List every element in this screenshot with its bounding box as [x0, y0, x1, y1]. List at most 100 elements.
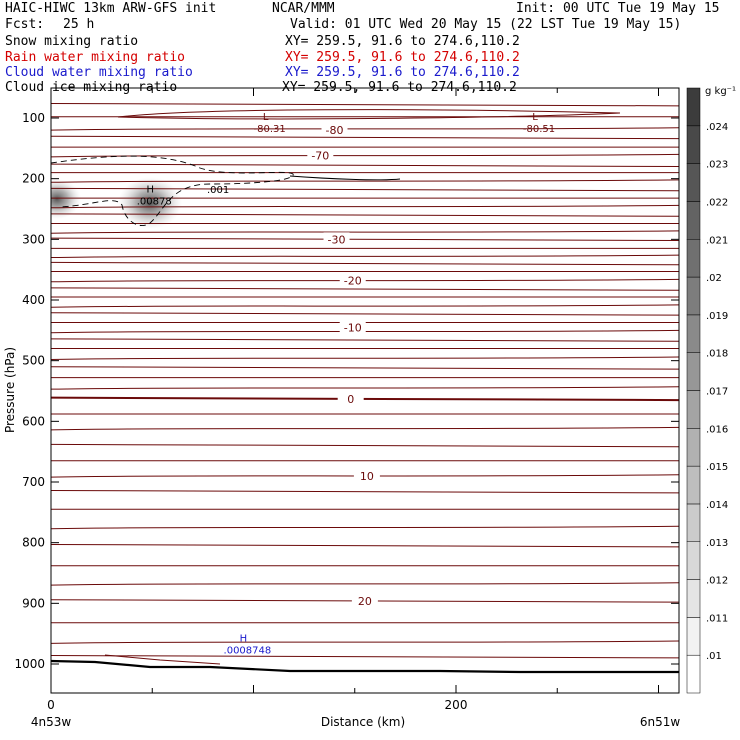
- contour-label: -10: [344, 321, 362, 334]
- extremum-value: .00878: [137, 197, 172, 208]
- contour-label-bg: [339, 273, 366, 287]
- extremum-kind: H: [146, 185, 154, 196]
- isotherm-line: [51, 413, 679, 415]
- x-tick-label: 0: [47, 698, 55, 712]
- y-tick-label: 600: [22, 414, 45, 428]
- colorbar-swatch: [686, 654, 701, 694]
- colorbar-tick-label: .013: [706, 538, 728, 549]
- colorbar-tick-label: .018: [706, 349, 728, 360]
- init-time: Init: 00 UTC Tue 19 May 15: [516, 1, 720, 16]
- isotherm-line: [51, 599, 679, 603]
- field-name-snow: Snow mixing ratio: [5, 34, 139, 49]
- y-tick-label: 900: [22, 596, 45, 610]
- extremum-value: -80.31: [254, 124, 286, 135]
- contour-label: -20: [344, 275, 362, 288]
- isotherm-line: [51, 525, 679, 530]
- isotherm-line: [51, 127, 679, 131]
- extremum-kind: L: [263, 112, 269, 123]
- snow-contour-001: [51, 155, 294, 226]
- colorbar-tick-label: .015: [706, 462, 728, 473]
- field-name-cloud-water: Cloud water mixing ratio: [5, 65, 193, 80]
- plot-title: HAIC-HIWC 13km ARW-GFS init: [5, 1, 217, 16]
- snow-contour-upper: [289, 175, 401, 181]
- isotherm-line: [51, 115, 679, 118]
- isotherm-line: [51, 582, 679, 586]
- y-tick-label: 700: [22, 475, 45, 489]
- colorbar-swatch: [686, 541, 701, 580]
- colorbar-swatch: [686, 239, 701, 278]
- field-xy-snow: XY= 259.5, 91.6 to 274.6,110.2: [285, 34, 520, 49]
- colorbar-swatch: [686, 352, 701, 391]
- colorbar-swatch: [686, 201, 701, 240]
- isotherm-line: [51, 329, 679, 334]
- temperature-contours: [51, 102, 679, 659]
- contour-label: -70: [311, 150, 329, 163]
- isotherm-line: [51, 197, 679, 200]
- isotherm-line: [51, 489, 679, 494]
- contour-label-bg: [353, 468, 380, 482]
- isotherm-line: [51, 366, 679, 370]
- contour-label: 0: [347, 393, 354, 406]
- contour-label-bg: [321, 123, 348, 137]
- colorbar-tick-label: .016: [706, 424, 728, 435]
- colorbar-swatch: [686, 276, 701, 316]
- colorbar-swatch: [686, 125, 701, 164]
- y-tick-label: 500: [22, 354, 45, 368]
- contour-label-bg: [337, 391, 364, 405]
- isotherm-line: [51, 296, 679, 298]
- field-xy-cloud-water: XY= 259.5, 91.6 to 274.6,110.2: [285, 65, 520, 80]
- colorbar-tick-label: .01: [706, 651, 722, 662]
- x-tick-label: 200: [445, 698, 468, 712]
- y-tick-label: 1000: [14, 657, 45, 671]
- isotherm-line: [51, 347, 679, 350]
- snow-max-shading: [118, 177, 182, 229]
- colorbar-swatch: [686, 579, 701, 618]
- isotherm-line: [51, 356, 679, 360]
- colorbar-swatch: [686, 163, 701, 202]
- forecast-label: Fcst:: [5, 17, 45, 32]
- y-tick-label: 300: [22, 232, 45, 246]
- contour-label-bg: [351, 593, 378, 607]
- extremum-kind: L: [532, 112, 538, 123]
- isotherm-line: [51, 426, 679, 431]
- isotherm-line: [51, 386, 679, 390]
- org-label: NCAR/MMM: [272, 1, 335, 16]
- isotherm-line: [51, 237, 679, 242]
- colorbar-tick-label: .012: [706, 576, 728, 587]
- colorbar-tick-label: .02: [706, 273, 722, 284]
- isotherm-line: [51, 179, 679, 183]
- isotherm-line: [51, 640, 679, 644]
- colorbar-swatch: [686, 314, 701, 353]
- y-tick-label: 200: [22, 172, 45, 186]
- isotherm-line: [51, 654, 679, 659]
- isotherm-line: [51, 543, 679, 548]
- isotherm-line: [51, 261, 679, 266]
- colorbar-tick-label: .021: [706, 235, 728, 246]
- isotherm-line: [51, 135, 679, 140]
- x-axis-label: Distance (km): [321, 715, 405, 729]
- colorbar-swatch: [686, 617, 701, 656]
- axis-ticks: [50, 88, 679, 693]
- colorbar-tick-label: .014: [706, 500, 728, 511]
- isotherm-line: [51, 213, 679, 217]
- x-endpoint-left: 4n53w: [31, 715, 72, 729]
- contour-labels: -80 -70 -30 -20 -10 0 10 20: [307, 123, 380, 608]
- colorbar-swatch: [686, 428, 701, 467]
- colorbar-tick-label: .024: [706, 122, 728, 133]
- contour-label-bg: [307, 148, 334, 162]
- isotherm-line: [51, 247, 679, 250]
- isotherm-line: [51, 312, 679, 316]
- isotherm-line: [51, 338, 679, 342]
- isotherm-line: [51, 459, 679, 462]
- isotherm-line: [51, 321, 679, 324]
- colorbar-tick-label: .022: [706, 197, 728, 208]
- colorbar-swatch: [686, 503, 701, 542]
- isotherm-line: [51, 102, 679, 107]
- y-axis-label: Pressure (hPa): [3, 347, 17, 433]
- colorbar-swatch: [686, 390, 701, 429]
- x-endpoint-right: 6n51w: [640, 715, 681, 729]
- isotherm-line: [51, 163, 679, 168]
- terrain-surface: [51, 659, 679, 674]
